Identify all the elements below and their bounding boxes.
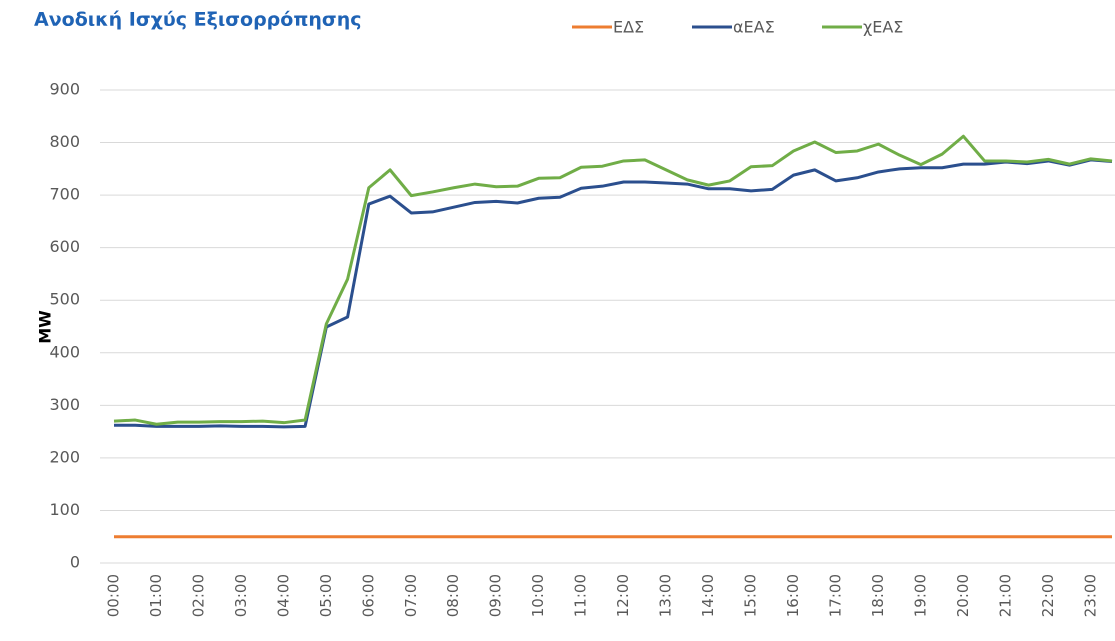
- x-tick-label: 04:00: [274, 574, 292, 617]
- y-tick-label: 500: [49, 290, 80, 309]
- x-tick-label: 13:00: [657, 574, 675, 617]
- line: [114, 158, 1113, 429]
- legend-label: ΕΔΣ: [613, 18, 644, 37]
- chart-title: Ανοδική Ισχύς Εξισορρόπησης: [34, 9, 361, 31]
- y-tick-label: 100: [49, 500, 80, 519]
- x-tick-label: 03:00: [232, 574, 250, 617]
- x-tick-label: 18:00: [869, 574, 887, 617]
- x-tick-label: 16:00: [784, 574, 802, 617]
- y-axis-label: MW: [36, 310, 55, 344]
- y-tick-label: 200: [49, 447, 80, 466]
- legend-label: χΕΑΣ: [863, 18, 903, 37]
- x-tick-label: 08:00: [444, 574, 462, 617]
- x-tick-label: 10:00: [529, 574, 547, 617]
- x-tick-label: 02:00: [189, 574, 207, 617]
- line: [113, 134, 1113, 426]
- y-tick-label: 0: [70, 553, 80, 572]
- y-tick-label: 700: [49, 185, 80, 204]
- x-tick-label: 14:00: [699, 574, 717, 617]
- x-tick-label: 07:00: [402, 574, 420, 617]
- x-tick-label: 01:00: [147, 574, 165, 617]
- x-tick-label: 21:00: [996, 574, 1014, 617]
- x-tick-label: 22:00: [1039, 574, 1057, 617]
- x-tick-label: 20:00: [954, 574, 972, 617]
- x-tick-label: 11:00: [572, 574, 590, 617]
- y-tick-label: 800: [49, 132, 80, 151]
- y-tick-label: 400: [49, 342, 80, 361]
- y-tick-label: 600: [49, 237, 80, 256]
- legend-label: αΕΑΣ: [733, 18, 775, 37]
- x-tick-label: 15:00: [742, 574, 760, 617]
- x-tick-label: 05:00: [317, 574, 335, 617]
- y-tick-label: 300: [49, 395, 80, 414]
- x-tick-label: 09:00: [487, 574, 505, 617]
- x-tick-label: 12:00: [614, 574, 632, 617]
- x-tick-label: 23:00: [1081, 574, 1099, 617]
- y-tick-label: 900: [49, 80, 80, 99]
- x-tick-label: 17:00: [826, 574, 844, 617]
- x-tick-label: 19:00: [911, 574, 929, 617]
- x-tick-label: 00:00: [105, 574, 123, 617]
- x-tick-label: 06:00: [359, 574, 377, 617]
